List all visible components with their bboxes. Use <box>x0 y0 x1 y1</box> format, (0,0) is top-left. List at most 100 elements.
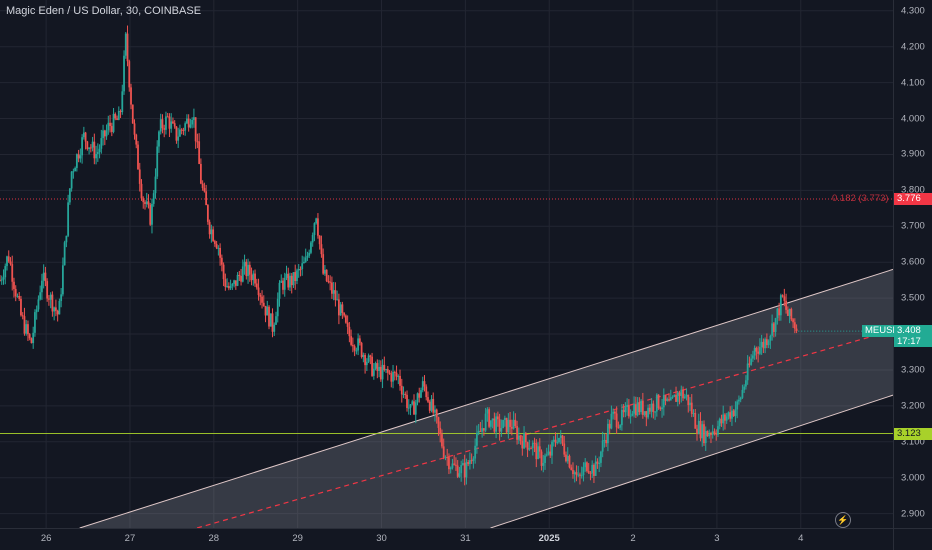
candle-body <box>170 121 173 129</box>
candle-body <box>544 455 546 463</box>
candle-body <box>255 283 258 288</box>
candle-body <box>297 269 300 271</box>
candle-body <box>524 433 527 443</box>
candle-body <box>430 399 433 411</box>
candle-body <box>28 334 31 339</box>
candle-body <box>75 154 78 168</box>
candle-body <box>664 395 667 401</box>
candle-body <box>745 380 747 387</box>
candle-body <box>448 457 450 470</box>
candle-body <box>7 256 10 262</box>
candle-body <box>710 434 712 436</box>
candle-body <box>336 299 339 301</box>
candle-body <box>226 286 228 288</box>
candle-body <box>542 462 545 466</box>
channel-mid-line <box>196 329 894 529</box>
candle-body <box>552 439 555 442</box>
candle-body <box>23 316 26 334</box>
candle-body <box>147 201 150 205</box>
candle-body <box>58 300 61 315</box>
candle-body <box>102 130 104 139</box>
candle-body <box>329 281 332 283</box>
candle-body <box>393 371 396 373</box>
candle-body <box>68 188 71 203</box>
candle-body <box>441 434 443 447</box>
candle-body <box>549 451 552 456</box>
candle-body <box>491 418 494 421</box>
y-tick-label: 4.200 <box>901 41 925 53</box>
candle-body <box>344 315 347 323</box>
lightning-icon[interactable]: ⚡ <box>835 512 851 528</box>
x-tick-label: 27 <box>124 533 136 544</box>
candle-body <box>734 409 737 416</box>
candle-body <box>386 369 389 373</box>
last-price-tag: 3.408 17:17 <box>894 325 932 348</box>
candle-body <box>241 266 244 282</box>
candle-body <box>186 118 188 124</box>
candle-body <box>607 423 609 444</box>
candle-body <box>790 308 793 320</box>
candle-body <box>771 323 774 336</box>
candle-body <box>343 312 346 316</box>
candle-body <box>482 428 485 431</box>
candle-body <box>748 363 751 365</box>
candle-body <box>579 474 581 476</box>
candle-body <box>119 111 122 113</box>
candle-body <box>56 310 59 315</box>
candle-body <box>42 272 45 281</box>
candle-body <box>470 460 473 462</box>
candle-body <box>196 141 199 143</box>
candle-body <box>657 394 660 409</box>
candle-body <box>795 328 798 332</box>
candle-body <box>191 119 194 125</box>
candle-body <box>201 183 204 189</box>
candle-body <box>166 116 169 118</box>
candle-body <box>402 393 405 395</box>
candle-body <box>538 446 541 452</box>
y-tick-label: 4.000 <box>901 113 925 125</box>
candle-body <box>372 368 375 376</box>
candle-body <box>177 136 180 141</box>
x-tick-label: 26 <box>40 533 52 544</box>
candle-body <box>477 430 480 434</box>
candle-body <box>306 255 309 258</box>
candle-body <box>608 423 611 429</box>
candle-body <box>133 123 136 135</box>
candle-body <box>486 409 489 414</box>
candle-body <box>257 287 260 296</box>
candle-body <box>103 130 106 137</box>
candle-body <box>469 460 471 465</box>
candle-body <box>778 308 781 316</box>
candle-body <box>360 342 363 357</box>
candle-body <box>182 129 185 131</box>
candle-body <box>229 285 232 289</box>
candle-body <box>617 427 620 429</box>
candle-body <box>554 439 557 443</box>
candle-body <box>636 402 639 416</box>
candle-body <box>357 338 360 351</box>
candle-body <box>156 146 159 177</box>
candle-body <box>365 361 368 366</box>
candle-body <box>643 411 646 415</box>
candle-body <box>580 475 583 477</box>
x-tick-label: 4 <box>798 533 804 544</box>
candle-body <box>252 273 255 281</box>
y-tick-label: 3.500 <box>901 292 925 304</box>
candle-body <box>755 347 758 352</box>
candle-body <box>689 402 691 406</box>
candle-body <box>400 385 403 395</box>
candle-body <box>215 243 218 249</box>
candle-body <box>750 358 753 365</box>
candle-body <box>379 366 382 380</box>
candle-body <box>561 435 564 444</box>
channel-upper-line <box>79 268 894 529</box>
candle-body <box>81 137 84 156</box>
candle-body <box>713 431 716 434</box>
candle-body <box>199 163 202 184</box>
candle-body <box>48 298 50 300</box>
candle-body <box>220 257 223 265</box>
candle-body <box>591 464 594 474</box>
candle-body <box>98 148 101 153</box>
candle-body <box>187 118 190 128</box>
